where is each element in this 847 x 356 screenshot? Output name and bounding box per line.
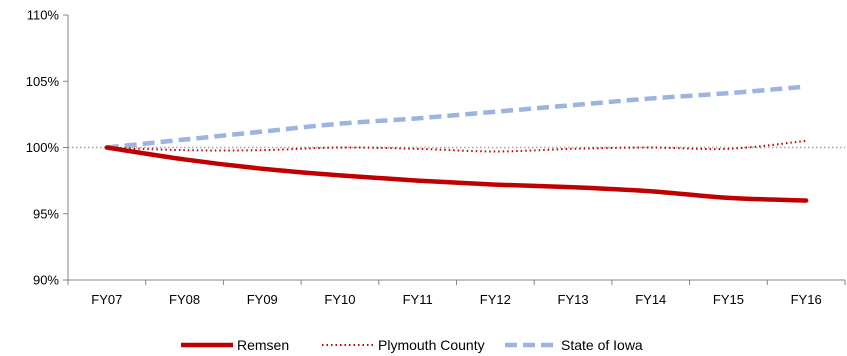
legend-label: Remsen bbox=[237, 337, 289, 353]
y-tick-label: 100% bbox=[26, 140, 60, 155]
series-line-state-of-iowa bbox=[106, 84, 807, 150]
x-tick-label: FY16 bbox=[791, 292, 822, 307]
x-tick-label: FY15 bbox=[713, 292, 744, 307]
y-tick-label: 95% bbox=[33, 206, 59, 221]
y-tick-label: 90% bbox=[33, 273, 59, 288]
x-tick-label: FY10 bbox=[324, 292, 355, 307]
x-axis-ticks: FY07 FY08 FY09 FY10 FY11 FY12 FY13 FY14 FY15 FY16 bbox=[67, 280, 846, 307]
x-tick-label: FY07 bbox=[91, 292, 122, 307]
x-tick-label: FY14 bbox=[635, 292, 666, 307]
series-line-plymouth-county bbox=[106, 139, 807, 153]
x-tick-label: FY08 bbox=[169, 292, 200, 307]
x-tick-label: FY12 bbox=[480, 292, 511, 307]
legend-label: Plymouth County bbox=[378, 337, 485, 353]
x-tick-label: FY11 bbox=[403, 292, 433, 307]
series-lines bbox=[104, 84, 809, 203]
legend: Remsen Plymouth County State of Iowa bbox=[181, 337, 643, 353]
y-tick-label: 110% bbox=[27, 8, 60, 23]
x-tick-label: FY09 bbox=[247, 292, 278, 307]
series-line-remsen bbox=[104, 145, 809, 203]
legend-label: State of Iowa bbox=[561, 337, 643, 353]
y-axis-ticks: 90% 95% 100% 105% 110% bbox=[26, 8, 68, 288]
y-tick-label: 105% bbox=[26, 74, 60, 89]
x-tick-label: FY13 bbox=[558, 292, 589, 307]
